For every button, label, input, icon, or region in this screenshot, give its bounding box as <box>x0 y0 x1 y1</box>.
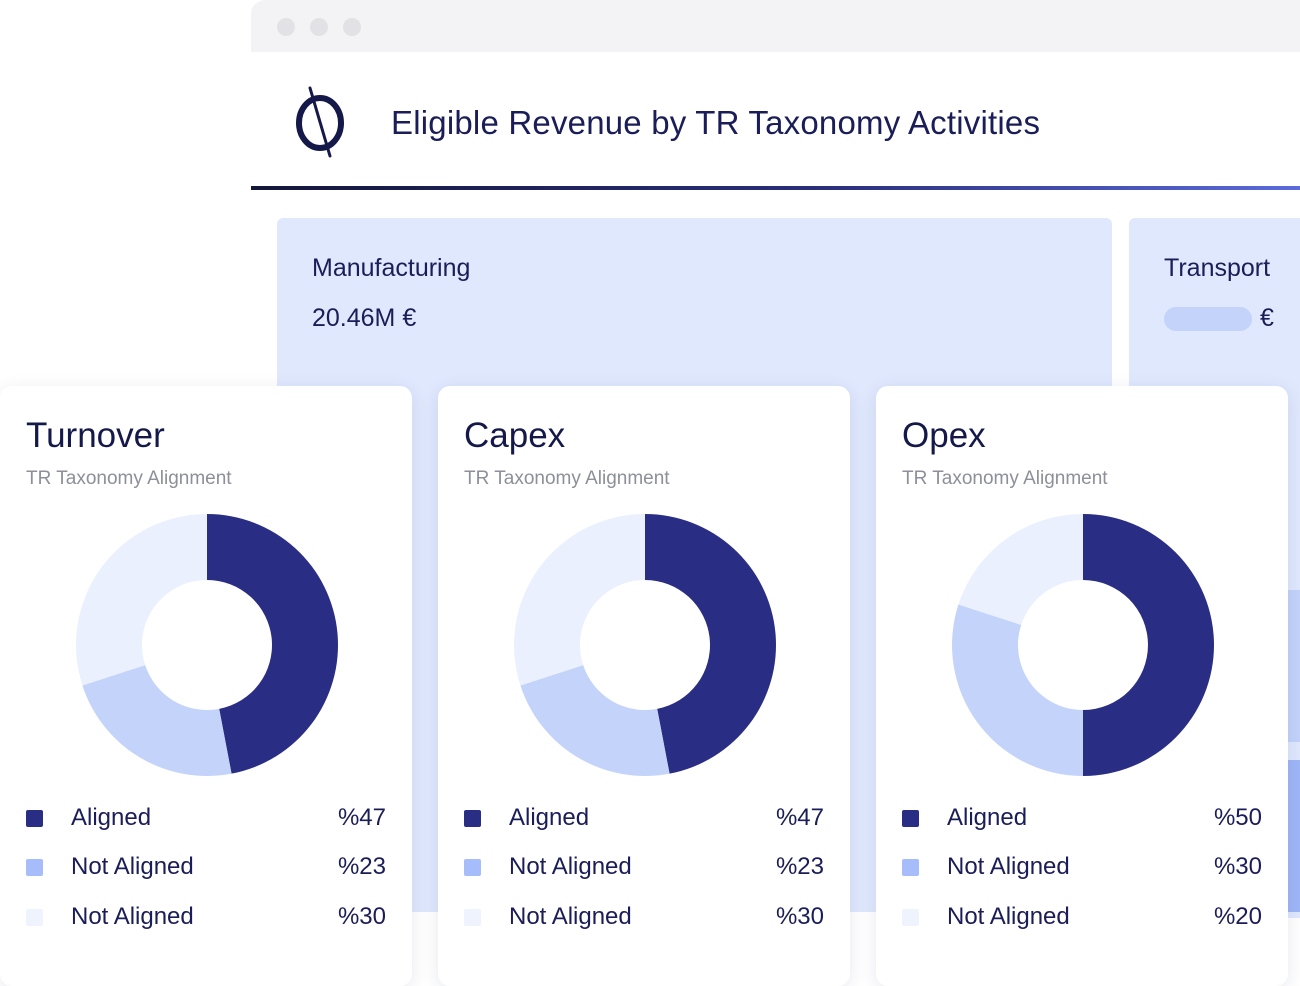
legend-row: Not Aligned %20 <box>902 903 1262 933</box>
legend-label: Not Aligned <box>947 903 1070 930</box>
donut-chart[interactable] <box>512 512 778 778</box>
legend-row: Aligned %47 <box>464 804 824 834</box>
window-titlebar <box>251 0 1300 52</box>
legend-label: Aligned <box>509 804 590 831</box>
legend-swatch-not-aligned-light <box>902 909 919 926</box>
legend-swatch-not-aligned <box>26 859 43 876</box>
legend-label: Aligned <box>71 804 152 831</box>
legend-value: %20 <box>1213 903 1262 930</box>
circle-slash-logo-icon <box>296 86 344 158</box>
metric-card-turnover[interactable]: Turnover TR Taxonomy Alignment Aligned %… <box>0 386 412 986</box>
chart-title: Opex <box>902 416 986 455</box>
donut-slice-aligned[interactable] <box>1083 514 1214 776</box>
legend-row: Not Aligned %30 <box>902 853 1262 883</box>
legend-row: Not Aligned %23 <box>464 853 824 883</box>
legend-swatch-aligned <box>26 810 43 827</box>
legend-swatch-not-aligned <box>464 859 481 876</box>
donut-slice-not-aligned-light[interactable] <box>75 514 207 686</box>
legend-row: Aligned %47 <box>26 804 386 834</box>
legend-value: %50 <box>1213 804 1262 831</box>
legend-swatch-not-aligned-light <box>464 909 481 926</box>
background-bar <box>1288 760 1300 912</box>
chart-subtitle: TR Taxonomy Alignment <box>464 468 670 489</box>
page-title: Eligible Revenue by TR Taxonomy Activiti… <box>391 104 1041 141</box>
legend-value: %30 <box>775 903 824 930</box>
legend-swatch-not-aligned <box>902 859 919 876</box>
legend-value: %23 <box>337 853 386 880</box>
legend-label: Not Aligned <box>947 853 1070 880</box>
title-divider <box>251 186 1300 190</box>
legend-value: %30 <box>1213 853 1262 880</box>
legend-value: %30 <box>337 903 386 930</box>
legend-label: Not Aligned <box>71 853 194 880</box>
metric-card-capex[interactable]: Capex TR Taxonomy Alignment Aligned %47 … <box>438 386 850 986</box>
donut-chart[interactable] <box>74 512 340 778</box>
metric-card-opex[interactable]: Opex TR Taxonomy Alignment Aligned %50 N… <box>876 386 1288 986</box>
legend-swatch-aligned <box>902 810 919 827</box>
donut-slice-aligned[interactable] <box>207 514 339 774</box>
donut-slice-not-aligned[interactable] <box>952 604 1083 776</box>
chart-subtitle: TR Taxonomy Alignment <box>902 468 1108 489</box>
window-close-dot[interactable] <box>277 18 295 36</box>
legend-label: Not Aligned <box>509 903 632 930</box>
donut-slice-not-aligned[interactable] <box>82 665 232 776</box>
window-maximize-dot[interactable] <box>343 18 361 36</box>
legend-value: %23 <box>775 853 824 880</box>
donut-slice-aligned[interactable] <box>645 514 777 774</box>
background-bar <box>1288 590 1300 742</box>
chart-subtitle: TR Taxonomy Alignment <box>26 468 232 489</box>
donut-chart[interactable] <box>950 512 1216 778</box>
legend-value: %47 <box>337 804 386 831</box>
legend-row: Not Aligned %30 <box>464 903 824 933</box>
legend-swatch-aligned <box>464 810 481 827</box>
sector-value: 20.46M € <box>312 304 417 332</box>
chart-title: Capex <box>464 416 566 455</box>
sector-currency: € <box>1260 304 1274 332</box>
legend-row: Not Aligned %30 <box>26 903 386 933</box>
legend-row: Not Aligned %23 <box>26 853 386 883</box>
legend-swatch-not-aligned-light <box>26 909 43 926</box>
donut-slice-not-aligned-light[interactable] <box>514 514 645 686</box>
legend-label: Not Aligned <box>509 853 632 880</box>
legend-label: Aligned <box>947 804 1028 831</box>
legend-row: Aligned %50 <box>902 804 1262 834</box>
window-minimize-dot[interactable] <box>310 18 328 36</box>
sector-name: Manufacturing <box>312 254 471 282</box>
donut-slice-not-aligned-light[interactable] <box>958 514 1083 625</box>
legend-label: Not Aligned <box>71 903 194 930</box>
loading-placeholder <box>1164 307 1252 331</box>
sector-name: Transport <box>1164 254 1271 282</box>
donut-slice-not-aligned[interactable] <box>520 665 670 776</box>
chart-title: Turnover <box>26 416 165 455</box>
legend-value: %47 <box>775 804 824 831</box>
